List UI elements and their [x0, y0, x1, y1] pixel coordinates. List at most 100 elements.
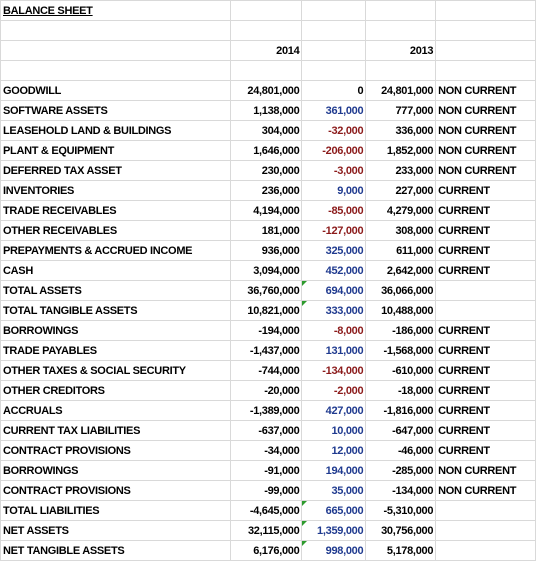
value-2013: 24,801,000: [365, 80, 437, 101]
table-row: CONTRACT PROVISIONS -99,000 35,000 -134,000…: [0, 480, 536, 501]
value-2013: -18,000: [365, 380, 437, 401]
item-label: BORROWINGS: [0, 460, 231, 481]
classification: CURRENT: [435, 380, 536, 401]
value-2014: -637,000: [229, 420, 303, 441]
value-2013: 10,488,000: [365, 300, 437, 321]
value-2014: -1,437,000: [229, 340, 303, 361]
classification: NON CURRENT: [435, 460, 536, 481]
change: 998,000: [301, 540, 367, 561]
change: -206,000: [301, 140, 367, 161]
value-2013: 227,000: [365, 180, 437, 201]
cell-indicator: [302, 501, 308, 506]
table-row: OTHER TAXES & SOCIAL SECURITY -744,000 -13…: [0, 360, 536, 381]
change: 361,000: [301, 100, 367, 121]
table-row: BORROWINGS -91,000 194,000 -285,000 NON CURR…: [0, 460, 536, 481]
item-label: PLANT & EQUIPMENT: [0, 140, 231, 161]
value-2013: 5,178,000: [365, 540, 437, 561]
item-label: PREPAYMENTS & ACCRUED INCOME: [0, 240, 231, 261]
value-2014: 1,138,000: [229, 100, 303, 121]
value-2013: 30,756,000: [365, 520, 437, 541]
cell-indicator: [302, 521, 308, 526]
value-2014: -34,000: [229, 440, 303, 461]
classification: CURRENT: [435, 360, 536, 381]
item-label: CASH: [0, 260, 231, 281]
value-2014: 4,194,000: [229, 200, 303, 221]
classification: NON CURRENT: [435, 80, 536, 101]
change: 35,000: [301, 480, 367, 501]
classification: CURRENT: [435, 340, 536, 361]
change: -8,000: [301, 320, 367, 341]
value-2013: 233,000: [365, 160, 437, 181]
classification: CURRENT: [435, 240, 536, 261]
classification: [435, 520, 536, 541]
value-2014: -20,000: [229, 380, 303, 401]
item-label: SOFTWARE ASSETS: [0, 100, 231, 121]
change: 9,000: [301, 180, 367, 201]
item-label: BORROWINGS: [0, 320, 231, 341]
value-2013: 2,642,000: [365, 260, 437, 281]
classification: CURRENT: [435, 320, 536, 341]
item-label: OTHER CREDITORS: [0, 380, 231, 401]
value-2013: -1,568,000: [365, 340, 437, 361]
cell-indicator: [302, 541, 308, 546]
item-label: GOODWILL: [0, 80, 231, 101]
classification: CURRENT: [435, 420, 536, 441]
change: 131,000: [301, 340, 367, 361]
year-header: 2013: [365, 40, 437, 61]
item-label: INVENTORIES: [0, 180, 231, 201]
classification: NON CURRENT: [435, 480, 536, 501]
classification: CURRENT: [435, 440, 536, 461]
value-2014: 10,821,000: [229, 300, 303, 321]
table-row: ACCRUALS -1,389,000 427,000 -1,816,000 CURRE…: [0, 400, 536, 421]
item-label: ACCRUALS: [0, 400, 231, 421]
change: 665,000: [301, 500, 367, 521]
item-label: LEASEHOLD LAND & BUILDINGS: [0, 120, 231, 141]
classification: [435, 280, 536, 301]
classification: NON CURRENT: [435, 120, 536, 141]
value-2013: 336,000: [365, 120, 437, 141]
value-2013: -285,000: [365, 460, 437, 481]
value-2014: -194,000: [229, 320, 303, 341]
value-2014: 230,000: [229, 160, 303, 181]
table-row: DEFERRED TAX ASSET 230,000 -3,000 233,000 NO…: [0, 160, 536, 181]
table-row: BORROWINGS -194,000 -8,000 -186,000 CURRENT: [0, 320, 536, 341]
change: 12,000: [301, 440, 367, 461]
value-2014: 36,760,000: [229, 280, 303, 301]
item-label: TRADE PAYABLES: [0, 340, 231, 361]
value-2014: -744,000: [229, 360, 303, 381]
item-label: DEFERRED TAX ASSET: [0, 160, 231, 181]
classification: CURRENT: [435, 400, 536, 421]
classification: [435, 540, 536, 561]
table-row: CURRENT TAX LIABILITIES -637,000 10,000 -64…: [0, 420, 536, 441]
table-row: OTHER RECEIVABLES 181,000 -127,000 308,000 C…: [0, 220, 536, 241]
change: -3,000: [301, 160, 367, 181]
title: BALANCE SHEET: [0, 0, 231, 21]
value-2013: 4,279,000: [365, 200, 437, 221]
change: 427,000: [301, 400, 367, 421]
value-2014: 6,176,000: [229, 540, 303, 561]
change: 694,000: [301, 280, 367, 301]
classification: CURRENT: [435, 180, 536, 201]
item-label: TOTAL LIABILITIES: [0, 500, 231, 521]
classification: NON CURRENT: [435, 140, 536, 161]
item-label: TRADE RECEIVABLES: [0, 200, 231, 221]
table-row: GOODWILL 24,801,000 0 24,801,000 NON CURRENT: [0, 80, 536, 101]
value-2013: -46,000: [365, 440, 437, 461]
value-2014: -4,645,000: [229, 500, 303, 521]
item-label: TOTAL ASSETS: [0, 280, 231, 301]
item-label: CONTRACT PROVISIONS: [0, 480, 231, 501]
value-2013: 611,000: [365, 240, 437, 261]
change: 194,000: [301, 460, 367, 481]
value-2014: 32,115,000: [229, 520, 303, 541]
table-row: TOTAL LIABILITIES -4,645,000 665,000 -5,310…: [0, 500, 536, 521]
classification: NON CURRENT: [435, 160, 536, 181]
classification: CURRENT: [435, 220, 536, 241]
cell-indicator: [302, 281, 308, 286]
table-row: TRADE PAYABLES -1,437,000 131,000 -1,568,00…: [0, 340, 536, 361]
value-2014: -1,389,000: [229, 400, 303, 421]
value-2013: 308,000: [365, 220, 437, 241]
classification: [435, 300, 536, 321]
table-row: NET TANGIBLE ASSETS 6,176,000 998,000 5,178…: [0, 540, 536, 561]
classification: [435, 500, 536, 521]
